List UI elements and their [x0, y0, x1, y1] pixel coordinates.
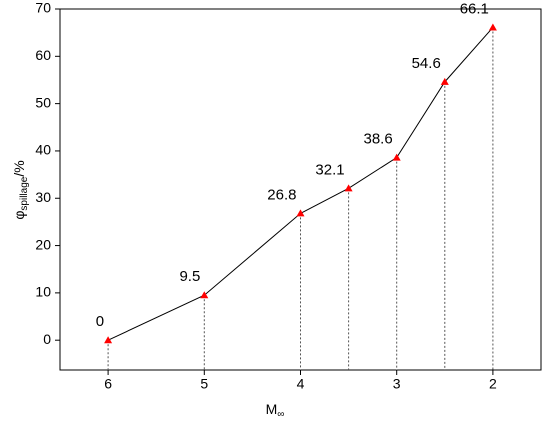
marker	[344, 184, 353, 192]
marker	[488, 23, 497, 31]
x-axis-label: M∞	[266, 401, 285, 420]
data-label: 32.1	[315, 161, 344, 178]
y-label-main: φ	[11, 211, 27, 220]
x-label-main: M	[266, 401, 278, 417]
y-tick-label: 70	[35, 0, 51, 16]
x-tick-label: 6	[104, 376, 112, 392]
x-tick-label: 2	[489, 376, 497, 392]
marker	[104, 336, 113, 344]
y-axis-label: φspillage/%	[11, 160, 30, 219]
y-tick-label: 30	[35, 189, 51, 205]
y-tick-label: 0	[43, 331, 51, 347]
x-label-sub: ∞	[277, 409, 284, 420]
y-label-suffix: /%	[11, 160, 27, 176]
y-tick-label: 40	[35, 142, 51, 158]
marker	[296, 209, 305, 217]
data-label: 9.5	[179, 268, 200, 285]
x-tick-label: 5	[200, 376, 208, 392]
data-label: 0	[96, 313, 104, 330]
y-label-sub: spillage	[19, 176, 30, 210]
data-label: 54.6	[412, 55, 441, 72]
y-tick-label: 10	[35, 284, 51, 300]
y-tick-label: 20	[35, 236, 51, 252]
plot-frame	[59, 8, 542, 371]
data-label: 66.1	[460, 0, 489, 17]
series-line	[107, 27, 494, 341]
x-tick-label: 3	[393, 376, 401, 392]
y-tick-label: 50	[35, 94, 51, 110]
marker	[200, 291, 209, 299]
y-tick-label: 60	[35, 47, 51, 63]
marker	[440, 77, 449, 85]
x-tick-label: 4	[297, 376, 305, 392]
data-label: 38.6	[363, 131, 392, 148]
data-label: 26.8	[267, 186, 296, 203]
marker	[392, 153, 401, 161]
